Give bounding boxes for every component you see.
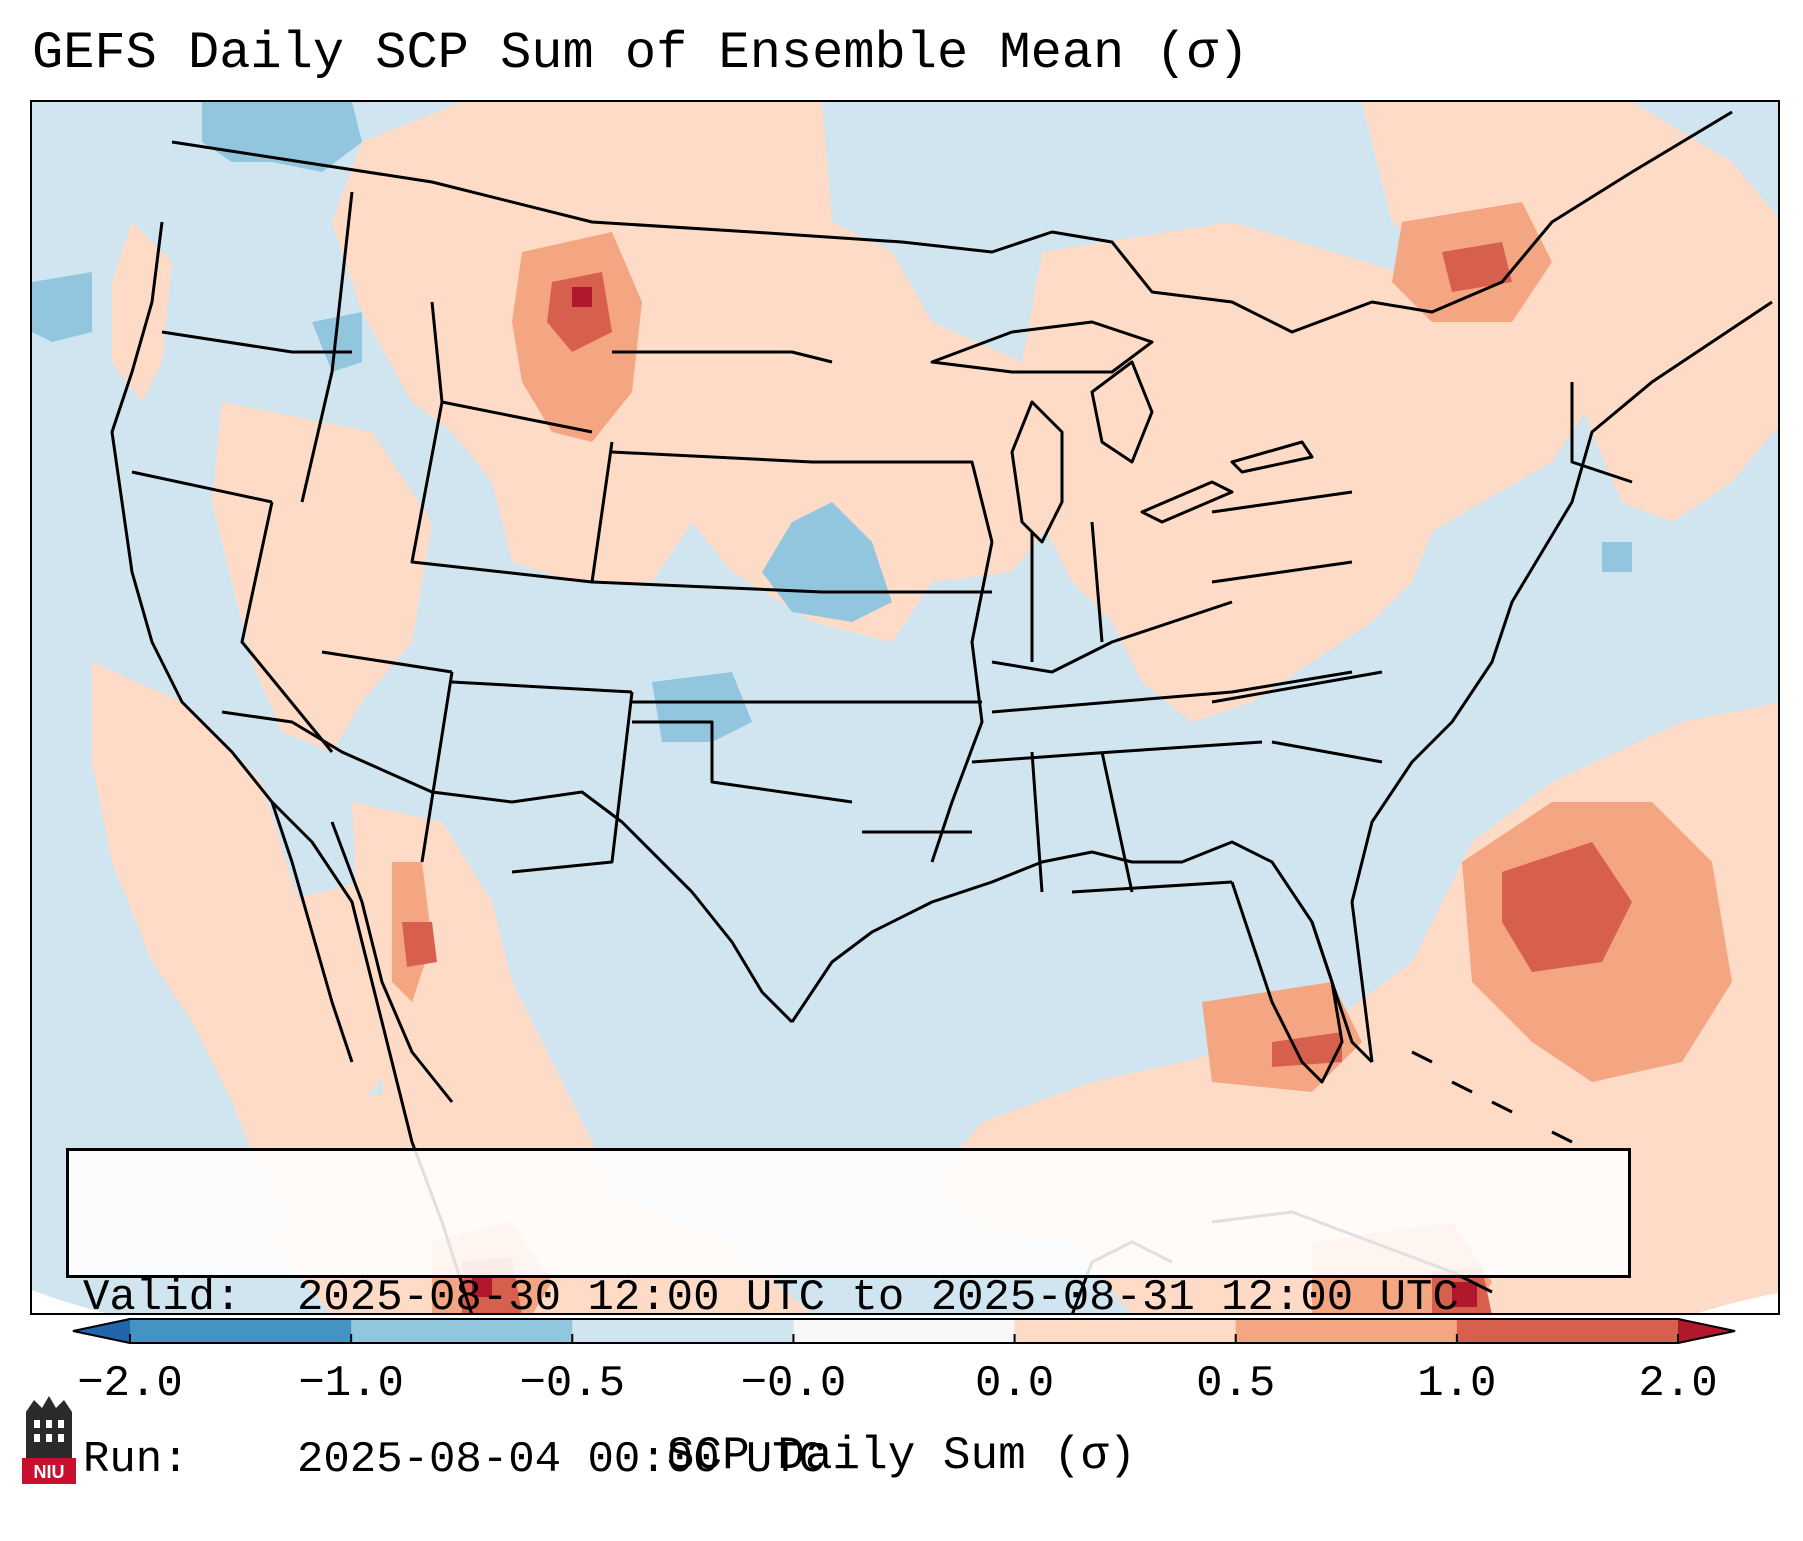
anomaly-region-northern-plains [332,102,1052,642]
colorbar-tick-label: 2.0 [1638,1359,1718,1409]
colorbar-tick-label: −0.5 [519,1359,626,1409]
border-wy-box [410,401,614,584]
colorbar-tick-label: −0.0 [740,1359,847,1409]
border-ca-nv [240,501,334,753]
negative-region-washington [202,102,362,172]
border-gulf-california [330,821,454,1103]
valid-row: Valid: 2025-08-30 12:00 UTC to 2025-08-31… [83,1271,1614,1325]
extreme-anomaly-layer [472,287,1477,1307]
border-lake-superior [930,320,1154,374]
border-ut-az [321,650,453,674]
border-ne-states [1570,382,1633,484]
validity-info-box: Valid: 2025-08-30 12:00 UTC to 2025-08-31… [66,1148,1631,1485]
border-nd-sd [612,350,833,364]
map-panel [30,100,1780,1315]
anomaly-region-new-england [1362,102,1778,522]
extreme-region-mexico [472,1277,492,1297]
map-svg [32,102,1778,1313]
valid-value: 2025-08-30 12:00 UTC to 2025-08-31 12:00… [297,1273,1459,1323]
anomaly-region-california-coast [92,662,382,1252]
border-id-west [300,191,354,503]
colorbar-bin [572,1318,794,1344]
niu-logo: NIU [22,1396,76,1484]
border-wa-or [161,330,352,354]
negative-region-colorado [652,672,752,742]
colorbar [72,1318,1736,1344]
border-ky-tn [991,670,1353,714]
anomaly-region-southwest-desert [282,882,412,1092]
colorbar-tick-label: 0.0 [974,1359,1055,1409]
strong-region-montana [547,272,612,352]
logo-badge [22,1458,76,1484]
border-florida [1230,881,1344,1084]
colorbar-bin [1235,1318,1458,1344]
colorbar-label: SCP Daily Sum (σ) [666,1430,1137,1482]
border-ohio-river [991,600,1233,674]
strong-region-baja [402,922,437,967]
colorbar-bin [351,1318,573,1344]
extreme-region-montana [572,287,592,307]
colorbar-bin [1456,1318,1679,1344]
colorbar-tick-label: 0.5 [1196,1359,1276,1409]
border-pa-south [1211,560,1353,584]
border-nm-tx [511,691,634,874]
colorbar-tick-label: −1.0 [298,1359,404,1409]
strong-region-gulf [1272,1032,1342,1067]
border-tn-south [971,740,1263,764]
strong-region-ontario [1442,242,1512,292]
borders-layer [110,110,1773,1313]
colorbar-tick-label: −2.0 [77,1359,183,1409]
border-co-nm [451,680,633,694]
chart-title: GEFS Daily SCP Sum of Ensemble Mean (σ) [32,24,1249,83]
anomaly-region-great-basin [212,402,432,752]
border-mississippi [930,541,994,863]
border-nc-sc [1271,740,1383,764]
border-pa-ny [1211,490,1353,514]
border-sd-ne [611,450,813,464]
border-canada-us [171,110,1733,334]
border-bahamas [1411,1050,1573,1144]
logo-text: NIU [34,1462,65,1482]
border-va-nc [1211,670,1383,704]
negative-region-oregon [312,312,362,372]
border-lake-michigan [1010,400,1064,544]
negative-region-pacific [32,272,92,342]
valid-label: Valid: [83,1273,242,1323]
border-baja-peninsula [270,801,354,1063]
border-az-nm [420,671,454,863]
border-ms-al [1030,751,1044,893]
run-value: 2025-08-04 00:00 UTC [297,1435,826,1485]
border-al-ga [1100,751,1134,893]
colorbar-over-extension [1678,1318,1736,1344]
run-row: Run: 2025-08-04 00:00 UTC [83,1433,1614,1487]
negative-region-pa-coast [1602,542,1632,572]
colorbar-under-extension [72,1318,130,1344]
border-ok-tx [632,720,853,804]
border-east-coast [1350,300,1773,1063]
extreme-region-caribbean [1452,1282,1477,1307]
border-lake-huron [1090,360,1154,464]
anomaly-region-great-lakes [1012,222,1592,722]
border-ne-ks [591,580,823,594]
border-lake-ontario [1230,440,1314,474]
colorbar-tick-label: 1.0 [1417,1359,1497,1409]
border-in-oh [1090,521,1104,643]
moderate-region-gulf [1202,982,1362,1092]
colorbar-bin [130,1318,352,1344]
negative-anomaly-layer [32,102,1632,742]
border-mn-ia [812,460,994,543]
run-label: Run: [83,1435,189,1485]
border-or-ca [131,470,273,504]
colorbar-bin [793,1318,1016,1344]
colorbar-bin [1014,1318,1237,1344]
strong-region-atlantic [1502,842,1632,972]
border-ga-fl [1071,880,1233,894]
border-west-coast [110,221,473,1313]
border-lake-erie [1140,480,1234,524]
